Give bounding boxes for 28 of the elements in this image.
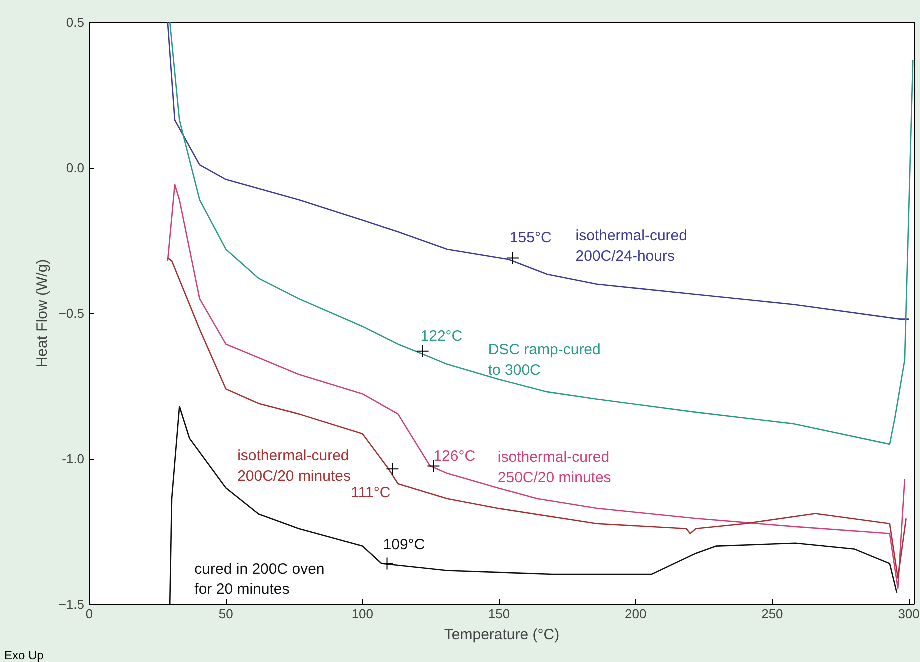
x-tick-label: 50: [218, 606, 234, 622]
y-tick-label: −0.5: [58, 306, 85, 321]
y-axis-title: Heat Flow (W/g): [34, 259, 51, 368]
y-tick-label: -1.0: [62, 452, 85, 466]
series-label: cured in 200C oven for 20 minutes: [194, 560, 325, 598]
x-tick-label: 0: [86, 606, 94, 622]
y-tick-label: 0.5: [66, 15, 85, 30]
line-series: [167, 22, 910, 320]
annotation: 155°C: [510, 230, 552, 247]
series-label: isothermal-cured 250C/20 minutes: [498, 449, 612, 487]
x-axis-title: Temperature (°C): [444, 626, 560, 644]
x-tick-label: 200: [625, 606, 647, 622]
y-tick-label: −1.5: [58, 597, 85, 612]
x-tick-label: 300: [898, 606, 920, 622]
series-label: isothermal-cured 200C/20 minutes: [238, 447, 351, 485]
x-tick-label: 150: [488, 606, 510, 622]
x-tick-label: 250: [762, 606, 784, 622]
line-series: [169, 406, 898, 604]
annotation: 111°C: [351, 484, 391, 502]
annotation: 126°C: [434, 448, 476, 465]
annotation: 109°C: [383, 536, 426, 554]
y-tick-label: 0.0: [66, 160, 85, 176]
line-series: [169, 22, 914, 446]
series-label: isothermal-cured 200C/24-hours: [576, 228, 688, 266]
series-label: DSC ramp-cured to 300C: [488, 341, 601, 379]
text: Exo Up: [4, 648, 44, 662]
x-tick-label: 100: [352, 606, 374, 622]
annotation: 122°C: [420, 328, 463, 345]
